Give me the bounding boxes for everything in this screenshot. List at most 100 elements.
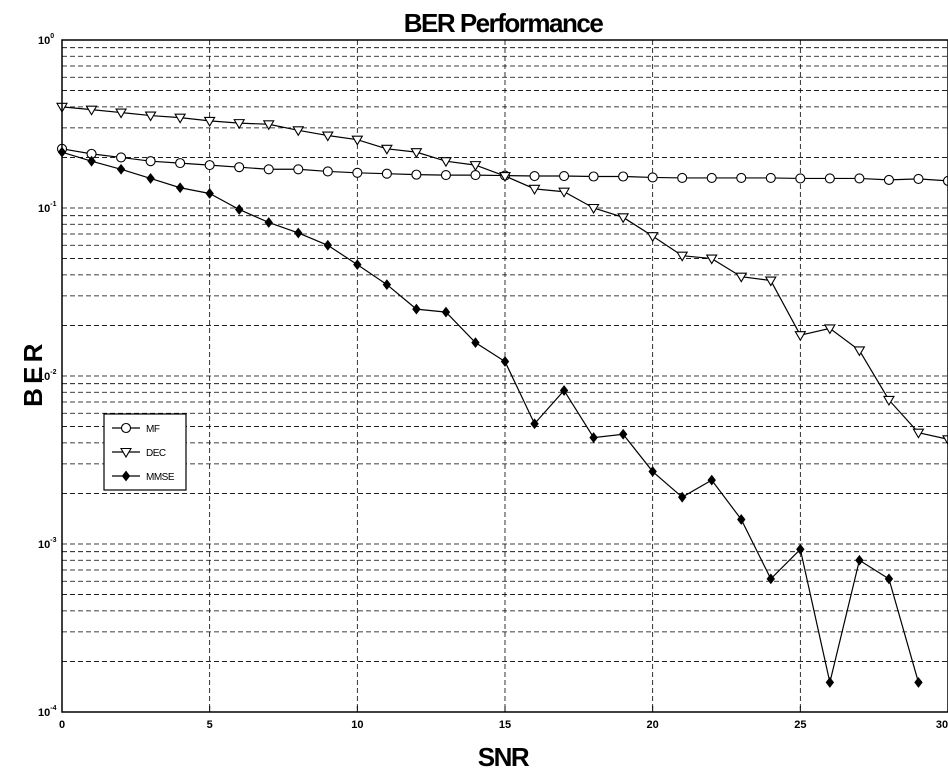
data-point-dec	[174, 113, 187, 124]
axis-ticks: 0 5 10 15 20 25 30 100 10-1 10-2 10-3 10-4	[38, 33, 948, 731]
data-point-mf	[263, 164, 274, 175]
x-tick-label: 0	[59, 719, 65, 731]
y-axis-label: B E R	[18, 343, 48, 407]
legend-item-mf: MF	[112, 422, 160, 435]
x-tick-label: 15	[499, 719, 511, 731]
legend: MF DEC MMSE	[103, 413, 187, 491]
legend-label: MMSE	[146, 472, 175, 483]
data-point-dec	[853, 346, 866, 357]
data-point-mmse	[353, 259, 362, 271]
data-point-dec	[823, 324, 836, 335]
data-point-dec	[380, 144, 393, 155]
data-point-mmse	[559, 385, 569, 396]
data-point-dec	[912, 428, 925, 439]
data-point-mmse	[530, 418, 539, 430]
data-point-mf	[883, 174, 894, 185]
legend-label: DEC	[146, 448, 166, 459]
data-point-mmse	[737, 514, 746, 525]
data-point-mmse	[589, 432, 598, 443]
x-tick-label: 20	[647, 719, 659, 731]
y-tick-label: 10-2	[38, 369, 57, 383]
data-point-mf	[234, 162, 245, 173]
chart-title: BER Performance	[404, 8, 604, 38]
data-point-mf	[559, 170, 570, 182]
data-point-mmse	[707, 474, 716, 486]
data-point-dec	[262, 120, 275, 131]
data-point-mf	[175, 158, 186, 169]
data-point-dec	[351, 135, 364, 146]
data-point-dec	[528, 184, 541, 195]
data-point-mf	[647, 172, 658, 183]
data-point-mmse	[382, 279, 392, 290]
data-point-mf	[854, 173, 865, 184]
data-point-dec	[794, 331, 807, 342]
data-point-dec	[558, 187, 571, 198]
data-point-mf	[677, 172, 688, 183]
data-point-dec	[617, 213, 630, 224]
data-point-dec	[735, 272, 748, 283]
data-point-mf	[470, 170, 481, 181]
data-point-dec	[646, 232, 659, 243]
x-tick-label: 30	[936, 719, 948, 731]
data-point-mmse	[87, 155, 96, 167]
data-point-mmse	[235, 204, 244, 215]
data-point-mmse	[294, 227, 303, 239]
data-point-dec	[233, 119, 246, 130]
series-mf	[56, 143, 948, 186]
data-point-mmse	[500, 356, 510, 367]
data-point-mf	[736, 172, 747, 183]
data-point-dec	[587, 203, 600, 215]
data-point-mf	[116, 152, 127, 163]
data-point-mf	[765, 172, 776, 183]
data-point-mf	[942, 175, 948, 186]
data-point-mf	[529, 170, 540, 182]
legend-marker	[120, 422, 132, 434]
x-axis-label: SNR	[478, 742, 530, 772]
data-point-mf	[913, 173, 924, 184]
grid-lines	[61, 40, 948, 713]
data-point-dec	[439, 157, 452, 168]
data-point-mmse	[146, 173, 155, 184]
data-point-dec	[942, 435, 948, 446]
data-point-mf	[145, 156, 156, 167]
data-point-mf	[706, 172, 717, 183]
data-point-dec	[676, 251, 689, 262]
series-layer	[56, 102, 948, 688]
data-point-dec	[321, 131, 334, 142]
data-point-dec	[882, 395, 895, 407]
data-point-mmse	[205, 188, 214, 199]
data-point-mmse	[678, 491, 687, 503]
data-point-dec	[764, 276, 777, 287]
data-point-mmse	[323, 239, 332, 251]
data-point-mmse	[264, 217, 273, 228]
data-point-dec	[499, 171, 511, 183]
legend-item-dec: DEC	[112, 447, 166, 459]
series-dec	[56, 102, 948, 446]
data-point-mmse	[796, 543, 805, 555]
data-point-dec	[469, 161, 482, 172]
data-point-dec	[203, 116, 216, 127]
legend-marker	[121, 470, 131, 482]
data-point-mmse	[471, 337, 480, 349]
x-tick-label: 5	[207, 719, 213, 731]
data-point-mmse	[412, 303, 421, 315]
data-point-dec	[115, 108, 128, 119]
data-point-mf	[824, 173, 835, 184]
legend-marker	[120, 447, 132, 459]
series-line-mmse	[61, 151, 920, 683]
y-tick-label: 10-3	[38, 537, 57, 551]
series-mmse	[57, 146, 923, 688]
x-tick-label: 10	[351, 719, 363, 731]
data-point-dec	[410, 148, 423, 159]
data-point-mmse	[116, 163, 126, 175]
data-point-mmse	[825, 677, 835, 688]
data-point-mf	[293, 164, 304, 175]
y-tick-label: 10-4	[38, 705, 57, 719]
data-point-dec	[292, 126, 305, 137]
y-tick-label: 10-1	[38, 201, 57, 215]
data-point-mf	[588, 171, 599, 182]
data-point-mmse	[441, 306, 451, 318]
data-point-mmse	[175, 182, 185, 194]
